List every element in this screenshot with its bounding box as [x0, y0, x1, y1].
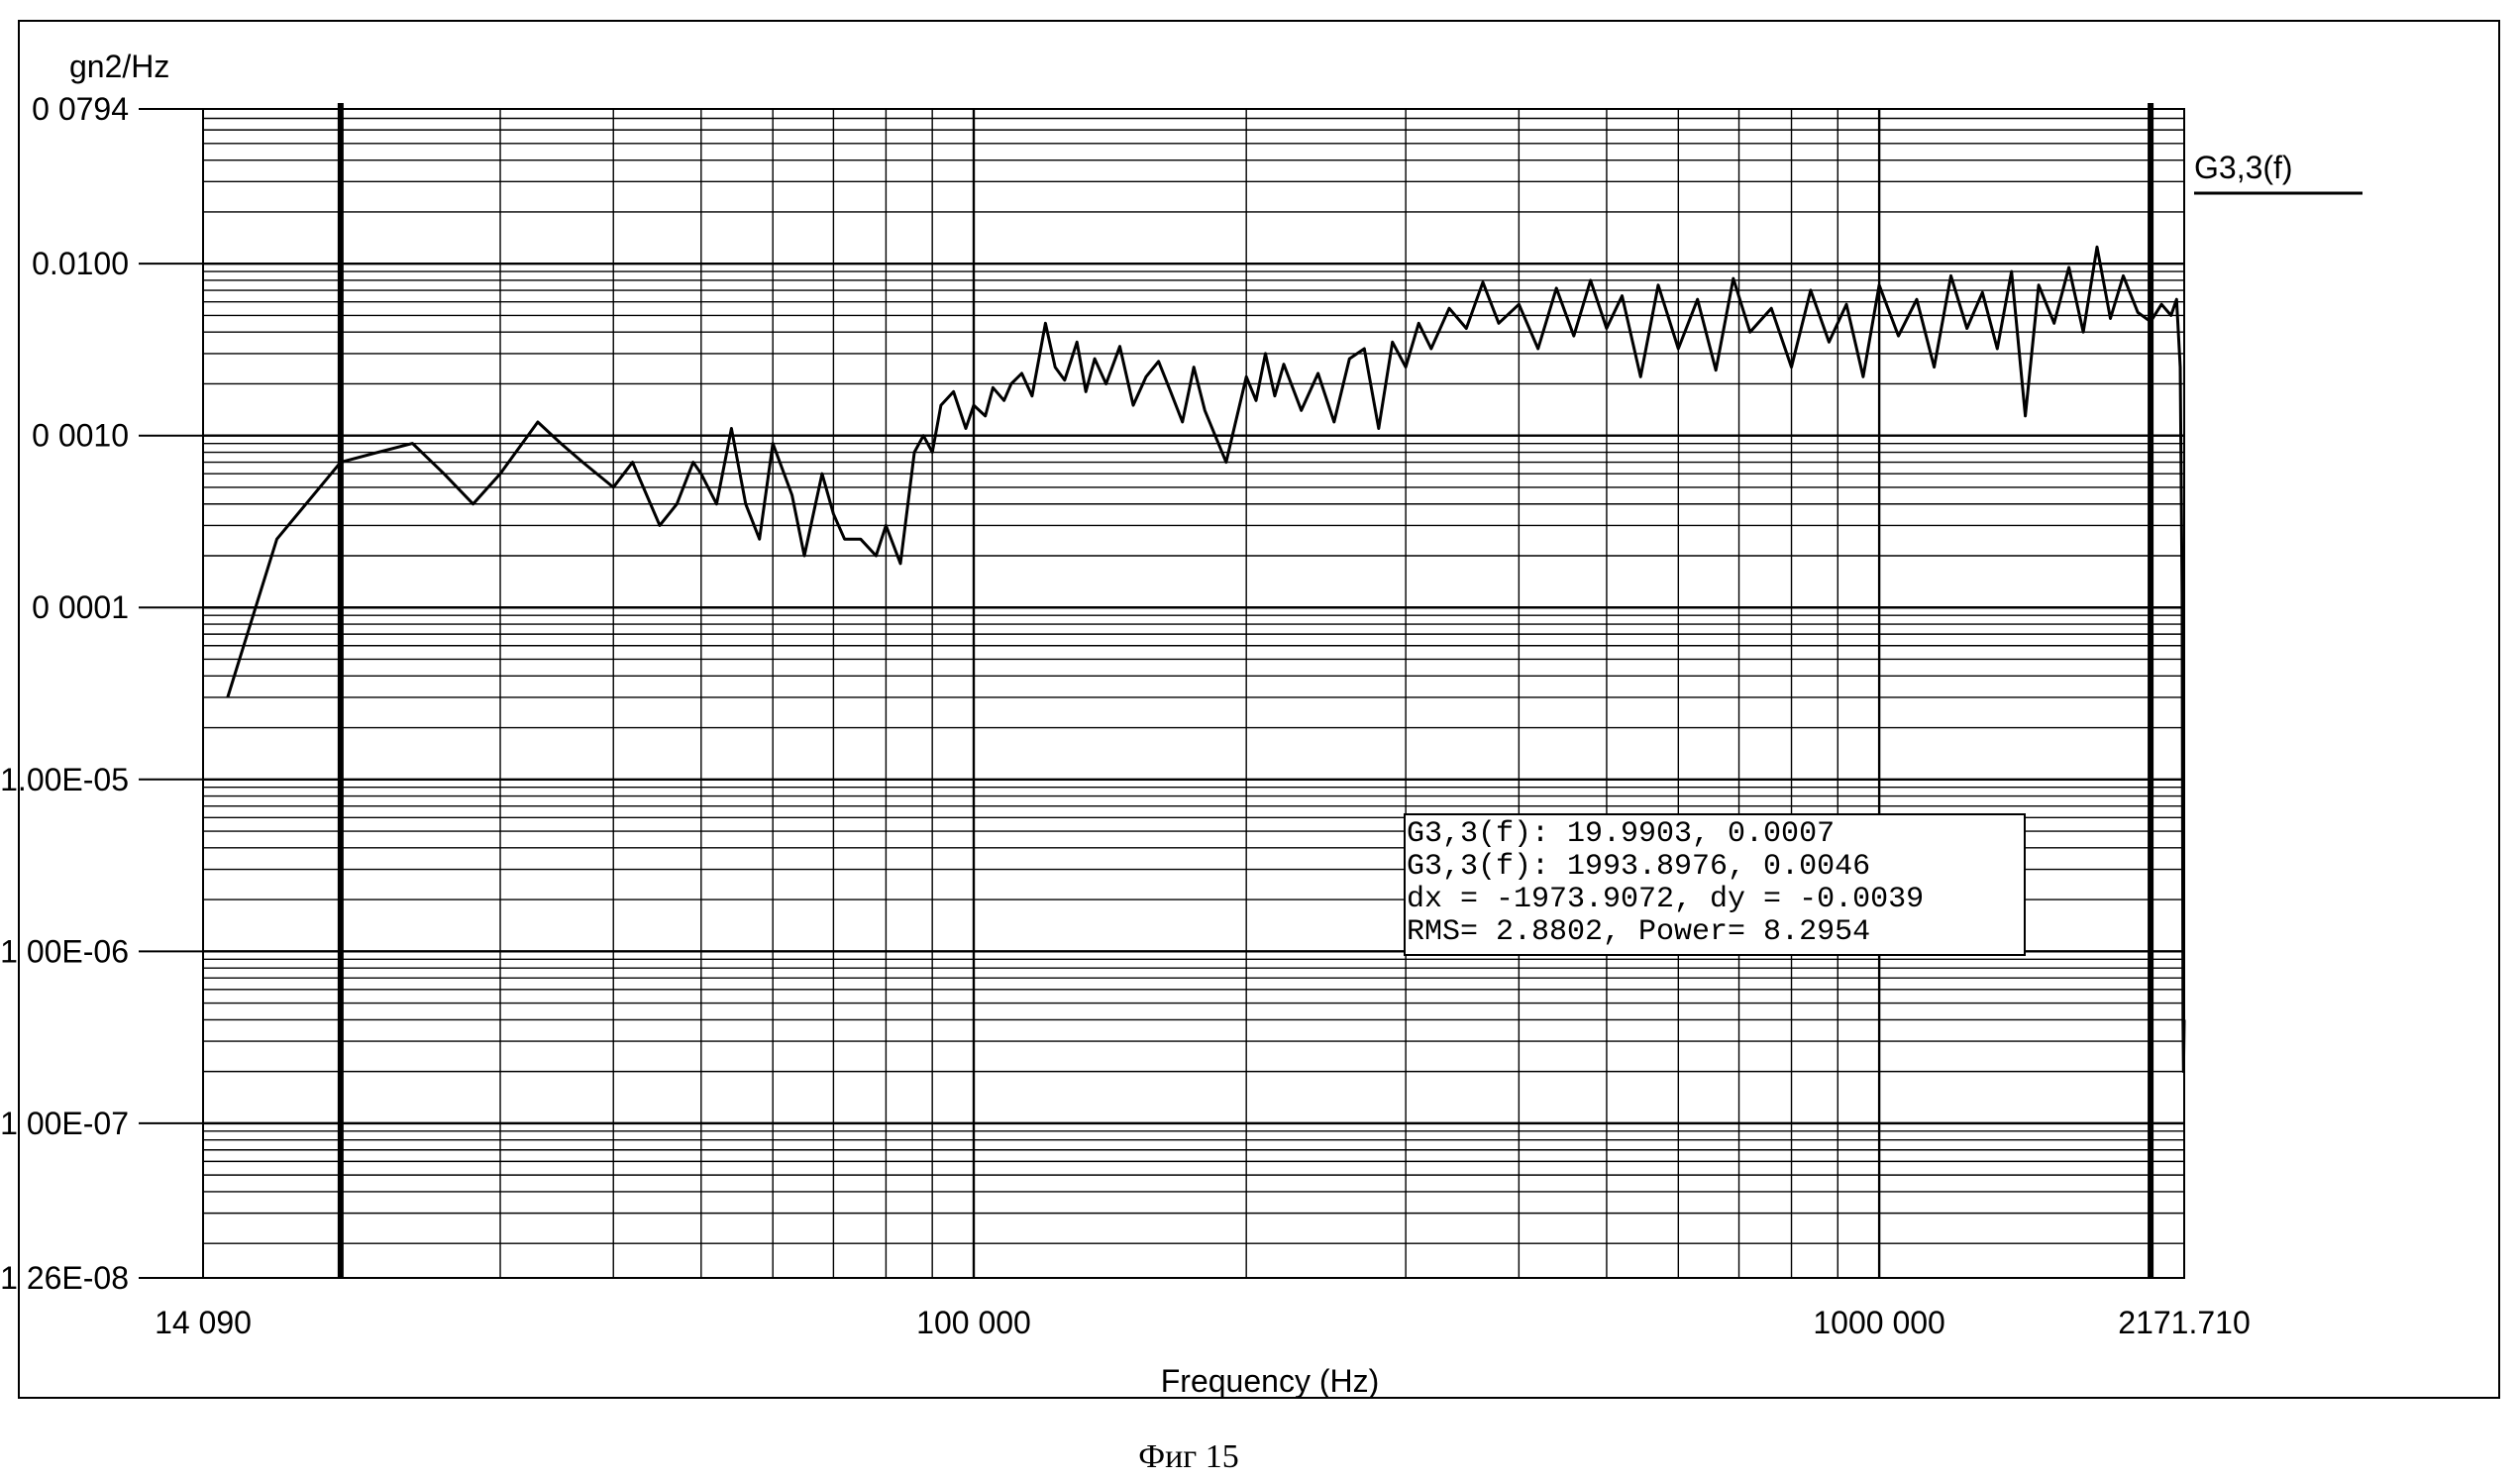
- y-tick-label: 0 0794: [32, 91, 129, 127]
- y-tick-label: 0 0001: [32, 589, 129, 625]
- legend: G3,3(f): [2194, 150, 2362, 193]
- grid: [203, 109, 2184, 1278]
- y-tick-label: 0 0010: [32, 418, 129, 454]
- x-tick-label: 14 090: [155, 1305, 252, 1340]
- y-tick-label: 1 00E-07: [0, 1106, 129, 1141]
- x-tick-label: 2171.710: [2118, 1305, 2250, 1340]
- y-tick-label: 1 00E-06: [0, 933, 129, 969]
- readout-line-4: RMS= 2.8802, Power= 8.2954: [1407, 915, 1870, 949]
- y-axis-label: gn2/Hz: [69, 49, 169, 84]
- readout-line-2: G3,3(f): 1993.8976, 0.0046: [1407, 850, 1870, 884]
- legend-entry-label: G3,3(f): [2194, 150, 2293, 185]
- x-tick-label: 1000 000: [1813, 1305, 1944, 1340]
- x-axis-label: Frequency (Hz): [1161, 1363, 1380, 1399]
- cursor-readout-box: G3,3(f): 19.9903, 0.0007 G3,3(f): 1993.8…: [1405, 814, 2025, 955]
- x-tick-label: 100 000: [916, 1305, 1031, 1340]
- y-tick-label: 0.0100: [32, 246, 129, 281]
- y-tick-label: 1.00E-05: [0, 762, 129, 797]
- y-tick-label: 1 26E-08: [0, 1260, 129, 1296]
- figure-caption: Фиг 15: [1030, 1438, 1347, 1476]
- readout-line-3: dx = -1973.9072, dy = -0.0039: [1407, 883, 1924, 916]
- psd-chart: 0 0794 0.0100 0 0010 0 0001 1.00E-05 1 00E-06…: [0, 0, 2520, 1427]
- readout-line-1: G3,3(f): 19.9903, 0.0007: [1407, 817, 1835, 851]
